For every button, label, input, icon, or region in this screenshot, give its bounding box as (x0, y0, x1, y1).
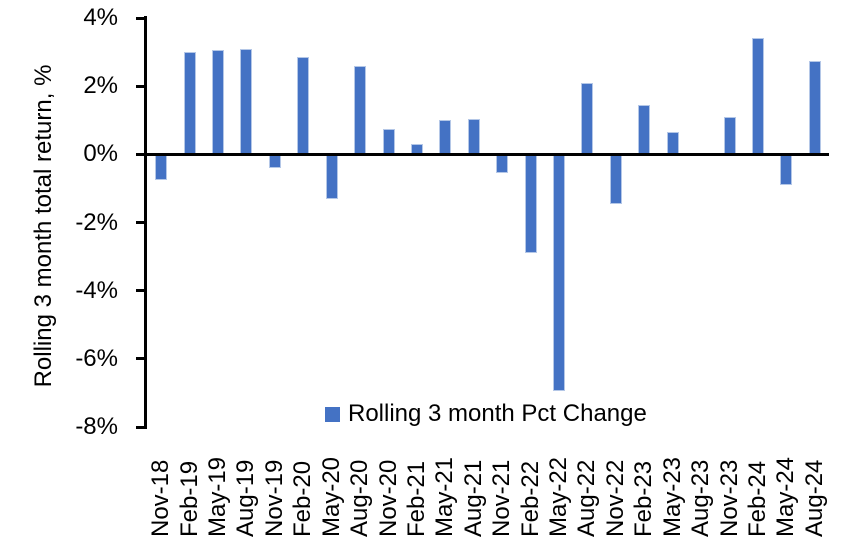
bar-May-20 (325, 154, 338, 199)
bar-Aug-24 (808, 60, 821, 155)
y-tick-label: 4% (83, 4, 118, 31)
bar-May-21 (439, 120, 452, 155)
legend-swatch-icon (325, 406, 340, 422)
x-tick-label-Nov-19: Nov-19 (260, 459, 288, 537)
y-tick-mark (136, 221, 145, 224)
x-axis-zero-line (144, 153, 829, 156)
y-tick-label: 0% (83, 140, 118, 168)
x-tick-label-Feb-19: Feb-19 (175, 460, 203, 537)
y-tick-label: 2% (83, 72, 118, 100)
x-tick-label-Feb-23: Feb-23 (630, 460, 658, 537)
y-tick-mark (136, 289, 145, 293)
y-tick-label: -8% (75, 413, 118, 440)
x-tick-label-Feb-20: Feb-20 (289, 460, 317, 537)
x-tick-label-Feb-21: Feb-21 (402, 460, 430, 537)
bar-Nov-20 (382, 128, 395, 155)
legend-label: Rolling 3 month Pct Change (348, 400, 647, 427)
bar-Feb-23 (638, 104, 651, 155)
y-tick-label: -6% (75, 344, 118, 372)
x-tick-label-Feb-22: Feb-22 (516, 460, 544, 537)
x-tick-label-Nov-18: Nov-18 (147, 459, 175, 537)
bar-May-24 (780, 154, 793, 185)
x-tick-label-May-23: May-23 (658, 456, 686, 537)
x-tick-label-May-22: May-22 (545, 456, 573, 537)
y-tick-label: -4% (75, 276, 118, 304)
bar-Aug-21 (467, 118, 480, 155)
bar-Nov-18 (155, 154, 168, 180)
x-tick-label-Nov-23: Nov-23 (715, 459, 743, 537)
bar-Nov-19 (268, 154, 281, 168)
x-tick-label-Aug-19: Aug-19 (232, 459, 260, 537)
x-tick-label-Nov-20: Nov-20 (374, 459, 402, 537)
y-tick-mark (136, 84, 145, 88)
y-tick-mark (136, 357, 145, 361)
x-tick-label-Aug-20: Aug-20 (346, 459, 374, 537)
x-tick-label-Aug-23: Aug-23 (687, 459, 715, 537)
y-tick-mark (136, 152, 145, 156)
y-tick-label: -2% (75, 208, 118, 236)
bar-Nov-21 (496, 154, 509, 174)
bar-Aug-22 (581, 82, 594, 155)
x-tick-label-Nov-21: Nov-21 (488, 459, 516, 537)
bar-Aug-19 (240, 48, 253, 155)
x-tick-label-May-19: May-19 (204, 456, 232, 537)
bar-May-22 (553, 154, 566, 392)
bar-Feb-22 (524, 154, 537, 254)
y-axis-line (144, 16, 147, 429)
x-tick-label-May-20: May-20 (317, 456, 345, 537)
x-tick-label-May-24: May-24 (772, 456, 800, 537)
x-tick-label-Aug-21: Aug-21 (459, 459, 487, 537)
bar-Nov-22 (609, 154, 622, 204)
y-tick-mark (136, 16, 145, 20)
x-tick-label-Aug-24: Aug-24 (800, 459, 828, 537)
legend: Rolling 3 month Pct Change (325, 400, 647, 428)
bar-Feb-19 (183, 52, 196, 155)
bar-Feb-24 (751, 38, 764, 155)
bar-Feb-20 (297, 57, 310, 155)
bar-Nov-23 (723, 116, 736, 155)
y-tick-mark (136, 425, 145, 429)
x-tick-label-Feb-24: Feb-24 (743, 460, 771, 537)
bar-May-19 (212, 50, 225, 155)
x-tick-label-Aug-22: Aug-22 (573, 459, 601, 537)
bar-May-23 (666, 132, 679, 155)
bar-Aug-20 (354, 65, 367, 155)
x-tick-label-Nov-22: Nov-22 (601, 459, 629, 537)
x-tick-label-May-21: May-21 (431, 456, 459, 537)
